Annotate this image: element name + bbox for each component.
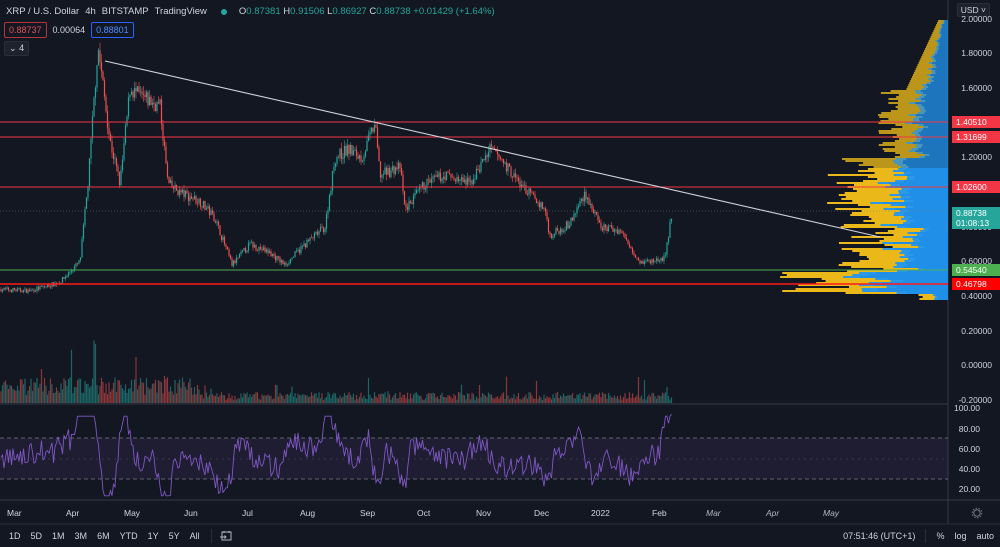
range-all[interactable]: All bbox=[189, 530, 200, 541]
rsi-tick: 80.00 bbox=[958, 424, 980, 434]
price-tick: 2.00000 bbox=[961, 14, 992, 24]
range-1m[interactable]: 1M bbox=[52, 530, 65, 541]
status-area: 07:51:46 (UTC+1) % log auto bbox=[843, 524, 994, 547]
time-label: Jul bbox=[242, 508, 253, 518]
price-tick: 1.60000 bbox=[961, 83, 992, 93]
buy-sell-panel: 0.88737 0.00064 0.88801 bbox=[4, 22, 134, 38]
range-6m[interactable]: 6M bbox=[97, 530, 110, 541]
sell-button[interactable]: 0.88737 bbox=[4, 22, 47, 38]
rsi-tick: 60.00 bbox=[958, 444, 980, 454]
time-label: Feb bbox=[652, 508, 667, 518]
range-ytd[interactable]: YTD bbox=[119, 530, 138, 541]
go-to-date-icon[interactable] bbox=[219, 530, 232, 542]
price-tick: 0.20000 bbox=[961, 326, 992, 336]
price-tick: 0.40000 bbox=[961, 291, 992, 301]
price-tick: 1.80000 bbox=[961, 48, 992, 58]
range-5d[interactable]: 5D bbox=[30, 530, 43, 541]
auto-toggle[interactable]: auto bbox=[976, 530, 994, 541]
range-1d[interactable]: 1D bbox=[9, 530, 21, 541]
range-1y[interactable]: 1Y bbox=[147, 530, 159, 541]
price-tag-1-02600: 1.02600 bbox=[952, 181, 1000, 193]
currency-selector[interactable]: USD ˅ bbox=[956, 3, 990, 17]
price-tick: -0.20000 bbox=[958, 395, 992, 405]
range-5y[interactable]: 5Y bbox=[168, 530, 180, 541]
time-label: Mar bbox=[7, 508, 22, 518]
price-tick: 1.20000 bbox=[961, 152, 992, 162]
time-label: 2022 bbox=[591, 508, 610, 518]
time-label: Oct bbox=[417, 508, 431, 518]
price-tick: 0.00000 bbox=[961, 360, 992, 370]
time-label: May bbox=[124, 508, 141, 518]
bar-countdown: 01:08:13 bbox=[956, 218, 990, 228]
time-label: Apr bbox=[66, 508, 80, 518]
source: TradingView bbox=[154, 6, 207, 17]
rsi-tick: 100.00 bbox=[954, 403, 980, 413]
price-tag-0-46798: 0.46798 bbox=[952, 278, 1000, 290]
last-price-tag: 0.88738 01:08:13 bbox=[952, 207, 1000, 229]
clock[interactable]: 07:51:46 (UTC+1) bbox=[843, 530, 916, 541]
percent-toggle[interactable]: % bbox=[936, 530, 945, 541]
buy-button[interactable]: 0.88801 bbox=[91, 22, 134, 38]
settings-gear-icon[interactable] bbox=[971, 507, 983, 519]
rsi-tick: 20.00 bbox=[958, 484, 980, 494]
time-label: Dec bbox=[534, 508, 550, 518]
time-label: Aug bbox=[300, 508, 316, 518]
chevron-down-icon: ⌄ bbox=[9, 43, 17, 53]
log-toggle[interactable]: log bbox=[954, 530, 967, 541]
time-label: Jun bbox=[184, 508, 198, 518]
symbol-name[interactable]: XRP / U.S. Dollar bbox=[6, 6, 80, 17]
market-status-icon bbox=[220, 8, 227, 15]
time-label: Nov bbox=[476, 508, 492, 518]
indicators-collapse-button[interactable]: ⌄ 4 bbox=[4, 41, 30, 56]
divider bbox=[925, 528, 927, 543]
price-tag-1-31699: 1.31699 bbox=[952, 131, 1000, 143]
ohlc-values: O0.87381 H0.91506 L0.86927 C0.88738 +0.0… bbox=[238, 6, 495, 17]
interval[interactable]: 4h bbox=[85, 6, 96, 17]
time-label: May bbox=[823, 508, 840, 518]
price-tick: 0.60000 bbox=[961, 256, 992, 266]
price-tag-0-54540: 0.54540 bbox=[952, 264, 1000, 276]
range-3m[interactable]: 3M bbox=[74, 530, 88, 541]
time-label: Mar bbox=[706, 508, 721, 518]
chevron-down-icon: ˅ bbox=[981, 5, 986, 15]
time-label: Sep bbox=[360, 508, 376, 518]
exchange: BITSTAMP bbox=[101, 6, 149, 17]
rsi-tick: 40.00 bbox=[958, 464, 980, 474]
price-tag-1-40510: 1.40510 bbox=[952, 116, 1000, 128]
time-label: Apr bbox=[766, 508, 780, 518]
spread-value: 0.00064 bbox=[52, 25, 86, 35]
divider bbox=[210, 528, 212, 543]
trendline bbox=[104, 60, 881, 238]
bottom-toolbar: 1D 5D 1M 3M 6M YTD 1Y 5Y All 07:51:46 (U… bbox=[0, 524, 1000, 547]
symbol-legend: XRP / U.S. Dollar 4h BITSTAMP TradingVie… bbox=[6, 6, 495, 17]
